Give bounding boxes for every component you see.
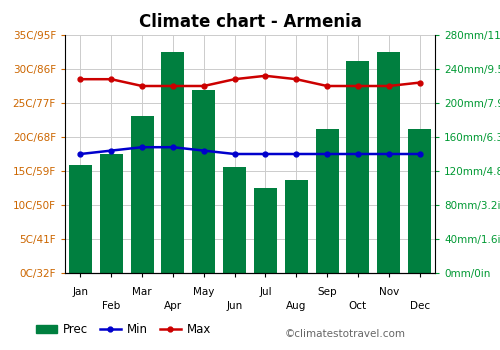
Text: Jul: Jul (259, 287, 272, 297)
Text: May: May (193, 287, 214, 297)
Bar (408, 128, 431, 273)
Text: Aug: Aug (286, 301, 306, 311)
Bar (284, 180, 308, 273)
Title: Climate chart - Armenia: Climate chart - Armenia (138, 13, 362, 31)
Text: Feb: Feb (102, 301, 120, 311)
Bar (316, 128, 338, 273)
Bar (130, 116, 154, 273)
Bar (100, 154, 123, 273)
Text: Jan: Jan (72, 287, 88, 297)
Bar (69, 165, 92, 273)
Bar (162, 52, 184, 273)
Legend: Prec, Min, Max: Prec, Min, Max (31, 318, 216, 341)
Text: Nov: Nov (378, 287, 399, 297)
Bar (254, 188, 277, 273)
Bar (223, 167, 246, 273)
Text: Jun: Jun (226, 301, 242, 311)
Bar (377, 52, 400, 273)
Bar (346, 61, 370, 273)
Text: Mar: Mar (132, 287, 152, 297)
Text: Oct: Oct (349, 301, 367, 311)
Text: Apr: Apr (164, 301, 182, 311)
Bar (192, 90, 216, 273)
Text: Sep: Sep (318, 287, 337, 297)
Text: Dec: Dec (410, 301, 430, 311)
Text: ©climatestotravel.com: ©climatestotravel.com (285, 329, 406, 339)
